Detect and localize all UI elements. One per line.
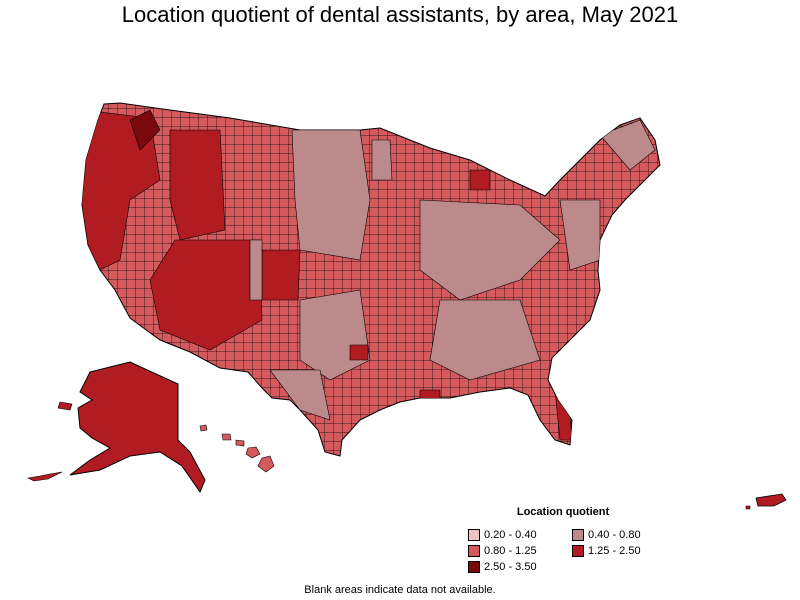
legend-swatch bbox=[572, 544, 584, 557]
footnote: Blank areas indicate data not available. bbox=[304, 584, 496, 596]
legend-item-0-80-1-25: 0.80 - 1.25 bbox=[468, 544, 572, 557]
legend-swatch bbox=[468, 544, 480, 557]
legend: Location quotient 0.20 - 0.40 0.40 - 0.8… bbox=[468, 506, 688, 573]
legend-item-1-25-2-50: 1.25 - 2.50 bbox=[572, 544, 676, 557]
legend-label: 2.50 - 3.50 bbox=[484, 560, 537, 573]
hawaii-region bbox=[199, 424, 275, 473]
legend-swatch bbox=[572, 528, 584, 541]
legend-label: 0.20 - 0.40 bbox=[484, 528, 537, 541]
legend-label: 0.80 - 1.25 bbox=[484, 544, 537, 557]
conus-region bbox=[81, 102, 661, 457]
map-title: Location quotient of dental assistants, … bbox=[121, 2, 679, 27]
legend-swatch bbox=[468, 528, 480, 541]
legend-item-0-20-0-40: 0.20 - 0.40 bbox=[468, 528, 572, 541]
legend-title: Location quotient bbox=[516, 506, 610, 518]
legend-label: 0.40 - 0.80 bbox=[588, 528, 641, 541]
legend-item-0-40-0-80: 0.40 - 0.80 bbox=[572, 528, 676, 541]
legend-grid: 0.20 - 0.40 0.40 - 0.80 0.80 - 1.25 1.25… bbox=[468, 528, 688, 573]
legend-item-2-50-3-50: 2.50 - 3.50 bbox=[468, 560, 572, 573]
puerto-rico-region bbox=[745, 493, 787, 510]
legend-label: 1.25 - 2.50 bbox=[588, 544, 641, 557]
legend-swatch bbox=[468, 560, 480, 573]
alaska-region bbox=[27, 361, 206, 494]
